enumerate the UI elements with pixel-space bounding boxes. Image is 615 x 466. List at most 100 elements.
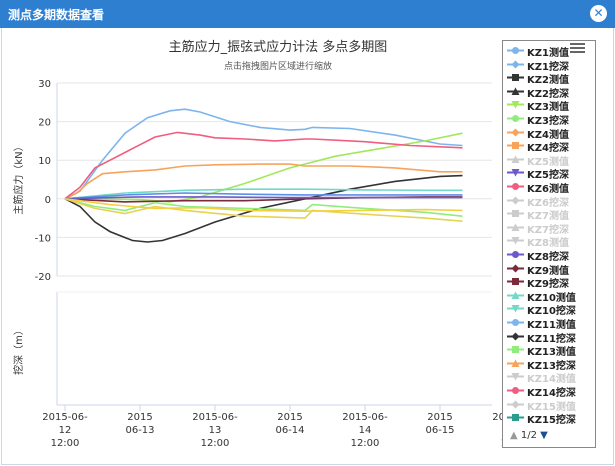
x-tick-label: 2015 — [277, 412, 302, 423]
legend-marker — [512, 210, 519, 218]
grid-lines — [57, 82, 492, 277]
legend-label: KZ2测值 — [527, 75, 569, 87]
legend-marker — [511, 128, 520, 137]
legend-label: KZ14测值 — [527, 374, 576, 386]
legend-label: KZ10挖深 — [527, 306, 576, 318]
legend-pager: ▲ 1/2 ▼ — [510, 430, 548, 441]
legend-marker — [512, 183, 519, 190]
legend-label: KZ1测值 — [527, 48, 569, 59]
legend-symbol-icon — [507, 183, 524, 190]
series-line — [64, 163, 463, 200]
axes — [56, 83, 492, 406]
y-tick-label: -20 — [35, 272, 51, 283]
legend-marker — [511, 332, 520, 341]
legend-marker — [511, 169, 520, 177]
x-tick-label: 12:00 — [201, 438, 230, 449]
legend-marker — [512, 251, 519, 258]
legend-symbol-icon — [507, 196, 524, 205]
triangle-down-icon[interactable]: ▼ — [540, 430, 548, 441]
legend-label: KZ5测值 — [527, 156, 569, 168]
legend-label: KZ13挖深 — [527, 360, 576, 372]
legend-label: KZ3测值 — [527, 102, 569, 114]
series-line — [64, 192, 463, 200]
legend-symbol-icon — [507, 47, 524, 54]
legend-symbol-icon — [507, 128, 524, 137]
legend-symbol-icon — [507, 115, 524, 122]
y-axis-title: 主筋应力（kN） — [12, 141, 25, 214]
legend-marker — [512, 414, 519, 422]
legend-label: KZ10测值 — [527, 292, 576, 304]
x-tick-label: 2015-06- — [342, 412, 388, 423]
legend-label: KZ9测值 — [527, 265, 569, 277]
x-tick-label: 06-13 — [125, 425, 154, 436]
legend-symbol-icon — [507, 210, 524, 218]
legend-symbol-icon — [507, 400, 524, 409]
legend-label: KZ6测值 — [527, 184, 569, 195]
legend-label: KZ8挖深 — [527, 252, 569, 263]
x-tick-label: 12 — [59, 425, 72, 436]
series-line — [64, 188, 463, 200]
x-tick-label: 06-15 — [425, 425, 454, 436]
legend-label: KZ5挖深 — [527, 170, 569, 182]
menu-icon[interactable] — [570, 41, 585, 55]
legend-symbol-icon — [507, 74, 524, 82]
legend-box — [502, 40, 596, 448]
legend-symbol-icon — [507, 373, 524, 381]
legend-symbol-icon — [507, 251, 524, 258]
legend-symbol-icon — [507, 142, 524, 150]
y2-axis-title: 挖深（m） — [12, 325, 25, 375]
legend-marker — [512, 319, 519, 326]
legend-symbol-icon — [507, 414, 524, 422]
legend-symbol-icon — [507, 291, 524, 299]
legend-symbol-icon — [507, 60, 524, 69]
legend-marker — [511, 291, 520, 299]
series-line — [64, 174, 463, 243]
x-tick-label: 12:00 — [51, 438, 80, 449]
legend-symbol-icon — [507, 264, 524, 273]
legend-label: KZ4测值 — [527, 129, 569, 141]
x-tick-label: 2015-06- — [42, 412, 88, 423]
chart-title: 主筋应力_振弦式应力计法 多点多期图 — [169, 39, 388, 55]
close-button[interactable]: ✕ — [590, 5, 607, 22]
legend-symbol-icon — [507, 319, 524, 326]
y-tick-label: 30 — [38, 79, 51, 90]
legend-label: KZ7挖深 — [527, 224, 569, 236]
legend-symbol-icon — [507, 305, 524, 313]
legend-marker — [511, 359, 520, 367]
series-line — [64, 198, 463, 213]
window-title: 测点多期数据查看 — [8, 8, 105, 22]
legend-label: KZ14挖深 — [527, 388, 576, 399]
x-axis-ticks: 2015-06- 12 12:00 2015 06-13 2015-06- 13 12:00 2… — [42, 405, 538, 449]
legend-marker — [511, 373, 520, 381]
legend-symbol-icon — [507, 101, 524, 109]
legend-label: KZ4挖深 — [527, 143, 569, 155]
legend-marker — [512, 47, 519, 54]
x-tick-label: 2015 — [427, 412, 452, 423]
legend-marker — [512, 74, 519, 82]
legend-symbol-icon — [507, 223, 524, 231]
series-line — [64, 108, 463, 200]
legend-label: KZ1挖深 — [527, 61, 569, 73]
x-tick-label: 06-14 — [275, 425, 304, 436]
legend-marker — [512, 346, 519, 354]
legend-marker — [512, 115, 519, 122]
legend-marker — [511, 400, 520, 409]
legend-marker — [512, 142, 519, 150]
legend-label: KZ8测值 — [527, 238, 569, 250]
legend-symbol-icon — [507, 278, 524, 286]
legend-marker — [511, 237, 520, 245]
x-tick-label: 14 — [359, 425, 372, 436]
x-tick-label: 12:00 — [351, 438, 380, 449]
legend-marker — [511, 60, 520, 69]
triangle-up-icon[interactable]: ▲ — [510, 430, 518, 441]
x-tick-label: 2015 — [127, 412, 152, 423]
legend-symbol-icon — [507, 87, 524, 95]
legend-marker — [511, 87, 520, 95]
legend-label: KZ6挖深 — [527, 197, 569, 209]
y-tick-label: 20 — [38, 118, 51, 129]
legend-label: KZ15测值 — [527, 401, 576, 413]
legend-label: KZ3挖深 — [527, 116, 569, 127]
legend-label: KZ9挖深 — [527, 279, 569, 291]
x-tick-label: 13 — [209, 425, 222, 436]
series-group — [64, 108, 463, 243]
